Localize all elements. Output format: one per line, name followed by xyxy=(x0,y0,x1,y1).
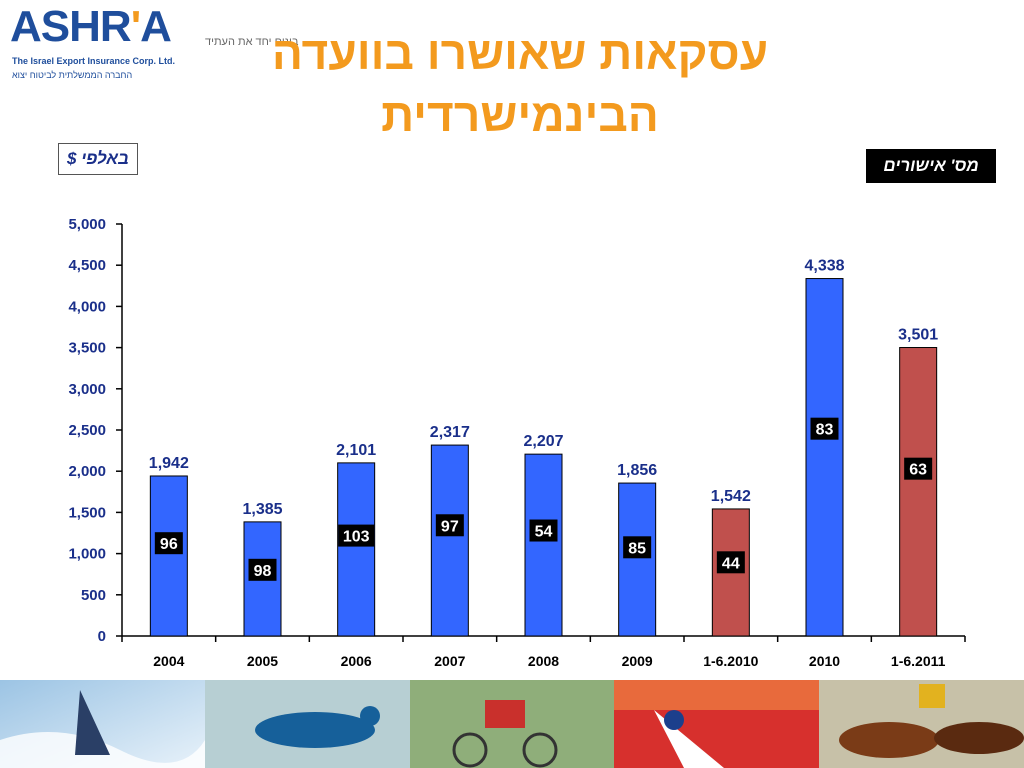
bar xyxy=(618,482,657,637)
y-tick-label: 3,500 xyxy=(68,340,106,357)
y-tick-label: 1,000 xyxy=(68,546,106,563)
bar xyxy=(524,453,563,637)
approvals-badge xyxy=(338,524,375,547)
x-category-label: 2007 xyxy=(434,653,465,669)
approvals-badge xyxy=(810,417,839,440)
approvals-count: 98 xyxy=(254,563,272,580)
approvals-count: 96 xyxy=(160,536,178,553)
approvals-count: 54 xyxy=(535,524,553,541)
approvals-count: 83 xyxy=(816,422,834,439)
x-category-label: 1-6.2011 xyxy=(891,653,946,669)
bar xyxy=(430,444,469,637)
approvals-badge xyxy=(623,536,652,559)
bar-value-label: 2,101 xyxy=(336,442,376,459)
x-category-label: 2010 xyxy=(809,653,840,669)
y-tick-label: 2,500 xyxy=(68,422,106,439)
x-category-label: 2004 xyxy=(153,653,184,669)
bar xyxy=(899,347,938,637)
y-tick-label: 4,500 xyxy=(68,257,106,274)
y-tick-label: 4,000 xyxy=(68,298,106,315)
units-label: באלפי $ xyxy=(58,143,138,175)
bar xyxy=(149,475,188,637)
company-logo: ASHR'A The Israel Export Insurance Corp.… xyxy=(8,2,184,84)
skiing-photo xyxy=(614,680,820,768)
bar-value-label: 1,542 xyxy=(711,488,751,505)
windsurfing-photo xyxy=(0,680,205,768)
logo-subtitle-he: החברה הממשלתית לביטוח יצוא xyxy=(12,70,133,80)
page-title: עסקאות שאושרו בוועדה הבינמישרדית xyxy=(271,27,769,141)
y-tick-label: 500 xyxy=(81,587,106,604)
approvals-badge xyxy=(904,457,933,480)
x-category-label: 1-6.2010 xyxy=(703,653,758,669)
speed-skating-photo xyxy=(204,680,410,768)
bar-value-label: 3,501 xyxy=(898,327,938,344)
bar xyxy=(337,462,376,637)
x-category-label: 2009 xyxy=(622,653,653,669)
approvals-badge xyxy=(716,551,745,574)
y-tick-label: 0 xyxy=(98,628,106,645)
approvals-count: 85 xyxy=(628,540,646,557)
approvals-badge xyxy=(529,519,558,542)
approvals-badge xyxy=(435,514,464,537)
approvals-badge xyxy=(248,558,277,581)
cycling-photo xyxy=(409,680,615,768)
approvals-legend: מס' אישורים xyxy=(866,149,996,183)
tagline: בונים יחד את העתיד xyxy=(205,36,299,48)
horse-racing-photo xyxy=(819,680,1024,768)
x-category-label: 2005 xyxy=(247,653,278,669)
y-tick-label: 1,500 xyxy=(68,504,106,521)
approvals-count: 63 xyxy=(909,462,927,479)
approvals-badge xyxy=(154,532,183,555)
logo-subtitle-en: The Israel Export Insurance Corp. Ltd. xyxy=(12,56,176,66)
bar-value-label: 1,856 xyxy=(617,462,657,479)
bar xyxy=(805,278,844,637)
bar-value-label: 1,385 xyxy=(242,501,282,518)
x-category-label: 2008 xyxy=(528,653,559,669)
x-category-label: 2006 xyxy=(341,653,372,669)
approvals-count: 103 xyxy=(343,529,370,546)
bar-value-label: 2,317 xyxy=(430,424,470,441)
y-tick-label: 3,000 xyxy=(68,381,106,398)
bar-value-label: 2,207 xyxy=(523,433,563,450)
y-tick-label: 5,000 xyxy=(68,216,106,233)
bar-value-label: 1,942 xyxy=(149,455,189,472)
logo-wordmark: ASHR'A xyxy=(10,2,172,51)
approvals-count: 97 xyxy=(441,518,459,535)
y-tick-label: 2,000 xyxy=(68,463,106,480)
bar-chart: 0 500 1,000 1,500 2,000 2,500 3,000 3,500 4,000 4… xyxy=(68,216,966,669)
approvals-count: 44 xyxy=(722,555,740,572)
bar-value-label: 4,338 xyxy=(804,258,844,275)
photo-strip xyxy=(0,680,1024,768)
